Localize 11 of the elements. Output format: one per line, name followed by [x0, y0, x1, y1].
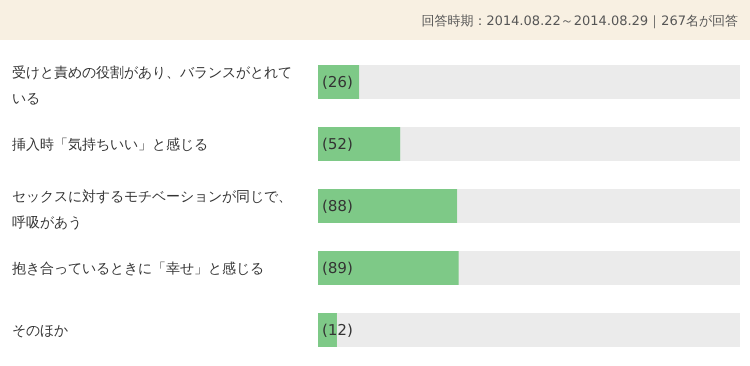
y-tick-label: 受けと責めの役割があり、バランスがとれている [12, 65, 292, 107]
y-tick-label: 抱き合っているときに「幸せ」と感じる [12, 261, 264, 277]
data-label: (88) [322, 197, 353, 215]
data-label: (89) [322, 259, 353, 277]
y-tick-label: そのほか [12, 323, 68, 339]
bar [318, 127, 400, 161]
y-tick-label: 挿入時「気持ちいい」と感じる [12, 137, 208, 153]
data-label: (52) [322, 135, 353, 153]
data-label: (26) [322, 73, 353, 91]
chart-subtitle: 回答時期：2014.08.22～2014.08.29｜267名が回答 [421, 14, 738, 29]
y-tick-label: セックスに対するモチベーションが同じで、呼吸があう [12, 189, 292, 231]
